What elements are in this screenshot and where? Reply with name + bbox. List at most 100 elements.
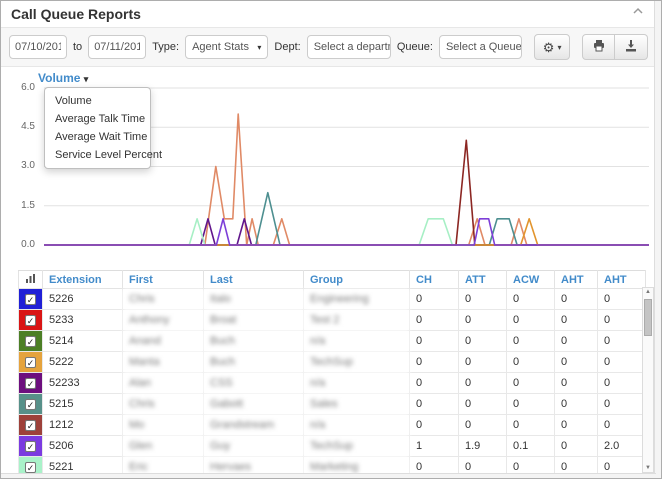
cell-extension: 5226 — [43, 289, 123, 310]
cell-last-name: Italo — [204, 289, 304, 310]
cell-acw: 0 — [507, 289, 555, 310]
column-header-aht[interactable]: AHT — [598, 271, 646, 289]
cell-att: 0 — [459, 310, 507, 331]
y-axis-tick-label: 4.5 — [1, 121, 35, 132]
call-queue-reports-window: Call Queue Reports to Type: Agent Stats … — [0, 0, 662, 479]
scrollbar-thumb[interactable] — [644, 299, 652, 336]
table-row[interactable]: ✓ 5222 Manta Buch TechSup 0 0 0 0 0 — [19, 352, 646, 373]
row-checkbox[interactable]: ✓ — [25, 462, 36, 473]
cell-acw: 0 — [507, 394, 555, 415]
cell-att: 0 — [459, 352, 507, 373]
cell-aht: 0 — [555, 289, 598, 310]
metric-selected-label: Volume — [38, 71, 80, 85]
row-checkbox[interactable]: ✓ — [25, 294, 36, 305]
date-from-input[interactable] — [9, 35, 67, 59]
cell-group: TechSup — [304, 436, 410, 457]
metric-dropdown-menu: VolumeAverage Talk TimeAverage Wait Time… — [44, 87, 151, 169]
to-label: to — [73, 41, 82, 53]
column-header-ch[interactable]: CH — [410, 271, 459, 289]
cell-att: 1.9 — [459, 436, 507, 457]
column-header-acw[interactable]: ACW — [507, 271, 555, 289]
date-to-input[interactable] — [88, 35, 146, 59]
cell-first-name: Anthony — [123, 310, 204, 331]
line-series-5221 — [44, 219, 649, 245]
cell-ch: 0 — [410, 331, 459, 352]
cell-aht2: 0 — [598, 289, 646, 310]
cell-acw: 0 — [507, 373, 555, 394]
download-button[interactable] — [615, 34, 648, 60]
cell-ch: 0 — [410, 415, 459, 436]
dept-select[interactable]: Select a departme ▾ — [307, 35, 391, 59]
table-scrollbar[interactable]: ▲ ▼ — [642, 287, 654, 473]
cell-first-name: Anand — [123, 331, 204, 352]
menu-item-volume[interactable]: Volume — [45, 92, 150, 110]
column-header-group[interactable]: Group — [304, 271, 410, 289]
series-color-cell: ✓ — [19, 415, 43, 436]
cell-group: TechSup — [304, 352, 410, 373]
scroll-up-icon[interactable]: ▲ — [643, 289, 653, 295]
cell-ch: 0 — [410, 310, 459, 331]
row-checkbox[interactable]: ✓ — [25, 357, 36, 368]
column-header-first[interactable]: First — [123, 271, 204, 289]
column-header-extension[interactable]: Extension — [43, 271, 123, 289]
row-checkbox[interactable]: ✓ — [25, 336, 36, 347]
cell-aht2: 0 — [598, 415, 646, 436]
cell-last-name: Grandstream — [204, 415, 304, 436]
cell-extension: 5233 — [43, 310, 123, 331]
cell-group: Test 2 — [304, 310, 410, 331]
table-row[interactable]: ✓ 5226 Chris Italo Engineering 0 0 0 0 0 — [19, 289, 646, 310]
table-row[interactable]: ✓ 5214 Anand Buch n/a 0 0 0 0 0 — [19, 331, 646, 352]
y-axis-tick-label: 3.0 — [1, 160, 35, 171]
cell-extension: 5222 — [43, 352, 123, 373]
chevron-down-icon: ▾ — [557, 43, 561, 52]
menu-item-average-wait-time[interactable]: Average Wait Time — [45, 128, 150, 146]
cell-group: Engineering — [304, 289, 410, 310]
table-row[interactable]: ✓ 1212 Mo Grandstream n/a 0 0 0 0 0 — [19, 415, 646, 436]
menu-item-service-level-percent[interactable]: Service Level Percent — [45, 146, 150, 164]
cell-att: 0 — [459, 289, 507, 310]
cell-last-name: CSS — [204, 373, 304, 394]
row-checkbox[interactable]: ✓ — [25, 441, 36, 452]
row-checkbox[interactable]: ✓ — [25, 399, 36, 410]
scroll-down-icon[interactable]: ▼ — [643, 465, 653, 471]
title-bar: Call Queue Reports — [1, 1, 656, 28]
column-header-aht[interactable]: AHT — [555, 271, 598, 289]
queue-select[interactable]: Select a Queue ▾ — [439, 35, 522, 59]
gear-icon: ⚙ — [543, 41, 555, 54]
row-checkbox[interactable]: ✓ — [25, 315, 36, 326]
series-color-cell: ✓ — [19, 373, 43, 394]
table-row[interactable]: ✓ 5215 Chris Gabott Sales 0 0 0 0 0 — [19, 394, 646, 415]
row-checkbox[interactable]: ✓ — [25, 420, 36, 431]
cell-group: n/a — [304, 331, 410, 352]
y-axis-tick-label: 1.5 — [1, 200, 35, 211]
menu-item-average-talk-time[interactable]: Average Talk Time — [45, 110, 150, 128]
cell-aht2: 0 — [598, 352, 646, 373]
cell-ch: 0 — [410, 394, 459, 415]
line-series-5222 — [44, 219, 649, 245]
cell-aht2: 0 — [598, 394, 646, 415]
chart-section: Volume ▾ 0.01.53.04.56.0 VolumeAverage T… — [1, 67, 656, 268]
line-series-5215 — [44, 193, 649, 245]
column-header-att[interactable]: ATT — [459, 271, 507, 289]
window-right-scrollbar-track[interactable] — [654, 1, 661, 478]
cell-aht: 0 — [555, 331, 598, 352]
cell-aht2: 2.0 — [598, 436, 646, 457]
column-header-last[interactable]: Last — [204, 271, 304, 289]
metric-dropdown-toggle[interactable]: Volume ▾ — [38, 71, 88, 85]
type-select[interactable]: Agent Stats ▾ — [185, 35, 268, 59]
cell-first-name: Alan — [123, 373, 204, 394]
chevron-up-icon[interactable] — [632, 2, 644, 20]
cell-aht: 0 — [555, 310, 598, 331]
cell-first-name: Mo — [123, 415, 204, 436]
table-row[interactable]: ✓ 5206 Glen Guy TechSup 1 1.9 0.1 0 2.0 — [19, 436, 646, 457]
cell-ch: 1 — [410, 436, 459, 457]
dept-select-value: Select a departme — [314, 41, 391, 53]
table-row[interactable]: ✓ 52233 Alan CSS n/a 0 0 0 0 0 — [19, 373, 646, 394]
settings-button[interactable]: ⚙ ▾ — [534, 34, 570, 60]
cell-acw: 0.1 — [507, 436, 555, 457]
table-row[interactable]: ✓ 5233 Anthony Broat Test 2 0 0 0 0 0 — [19, 310, 646, 331]
cell-aht2: 0 — [598, 331, 646, 352]
export-button-group — [582, 34, 648, 60]
row-checkbox[interactable]: ✓ — [25, 378, 36, 389]
print-button[interactable] — [582, 34, 615, 60]
